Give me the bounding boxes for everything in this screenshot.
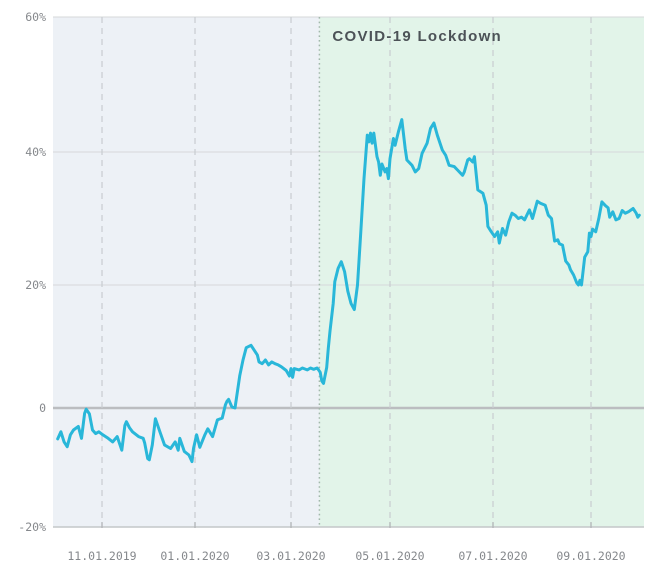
- x-axis-tick-label: 05.01.2020: [355, 549, 424, 563]
- y-axis-tick-label: 40%: [25, 145, 46, 159]
- y-axis-tick-label: 20%: [25, 278, 46, 292]
- lockdown-region-label: COVID-19 Lockdown: [332, 28, 502, 45]
- x-axis-tick-label: 03.01.2020: [256, 549, 325, 563]
- data-line: [56, 118, 641, 464]
- gridlines: [53, 16, 644, 528]
- x-axis-tick-label: 11.01.2019: [67, 549, 136, 563]
- axis-labels: 60% 40% 20% 0 -20% 11.01.2019 01.01.2020 03.01.…: [18, 10, 625, 563]
- x-axis-tick-label: 01.01.2020: [160, 549, 229, 563]
- lockdown-region: [319, 17, 644, 527]
- x-axis-tick-label: 07.01.2020: [458, 549, 527, 563]
- pre-lockdown-region: [53, 17, 320, 527]
- background-regions: [53, 17, 644, 527]
- x-axis-tick-label: 09.01.2020: [556, 549, 625, 563]
- y-axis-tick-label: -20%: [18, 520, 46, 534]
- y-axis-tick-label: 0: [39, 401, 46, 415]
- data-series: [56, 118, 641, 464]
- y-axis-tick-label: 60%: [25, 10, 46, 24]
